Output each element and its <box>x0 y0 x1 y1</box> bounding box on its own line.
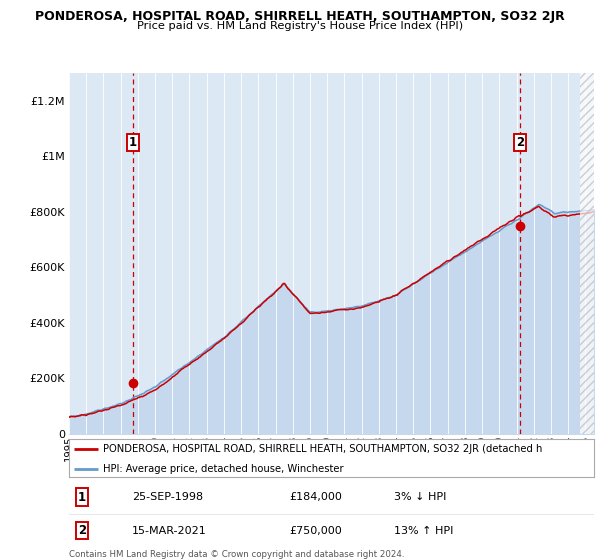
Text: £184,000: £184,000 <box>290 492 343 502</box>
Text: 2: 2 <box>78 524 86 537</box>
Text: Contains HM Land Registry data © Crown copyright and database right 2024.
This d: Contains HM Land Registry data © Crown c… <box>69 550 404 560</box>
Text: HPI: Average price, detached house, Winchester: HPI: Average price, detached house, Winc… <box>103 464 344 474</box>
Text: 2: 2 <box>516 136 524 149</box>
Text: 13% ↑ HPI: 13% ↑ HPI <box>395 525 454 535</box>
Text: 1: 1 <box>129 136 137 149</box>
Text: PONDEROSA, HOSPITAL ROAD, SHIRRELL HEATH, SOUTHAMPTON, SO32 2JR (detached h: PONDEROSA, HOSPITAL ROAD, SHIRRELL HEATH… <box>103 444 542 454</box>
Text: 3% ↓ HPI: 3% ↓ HPI <box>395 492 447 502</box>
Text: 15-MAR-2021: 15-MAR-2021 <box>132 525 207 535</box>
Text: 25-SEP-1998: 25-SEP-1998 <box>132 492 203 502</box>
Text: PONDEROSA, HOSPITAL ROAD, SHIRRELL HEATH, SOUTHAMPTON, SO32 2JR: PONDEROSA, HOSPITAL ROAD, SHIRRELL HEATH… <box>35 10 565 23</box>
Text: 1: 1 <box>78 491 86 503</box>
Text: £750,000: £750,000 <box>290 525 342 535</box>
Text: Price paid vs. HM Land Registry's House Price Index (HPI): Price paid vs. HM Land Registry's House … <box>137 21 463 31</box>
